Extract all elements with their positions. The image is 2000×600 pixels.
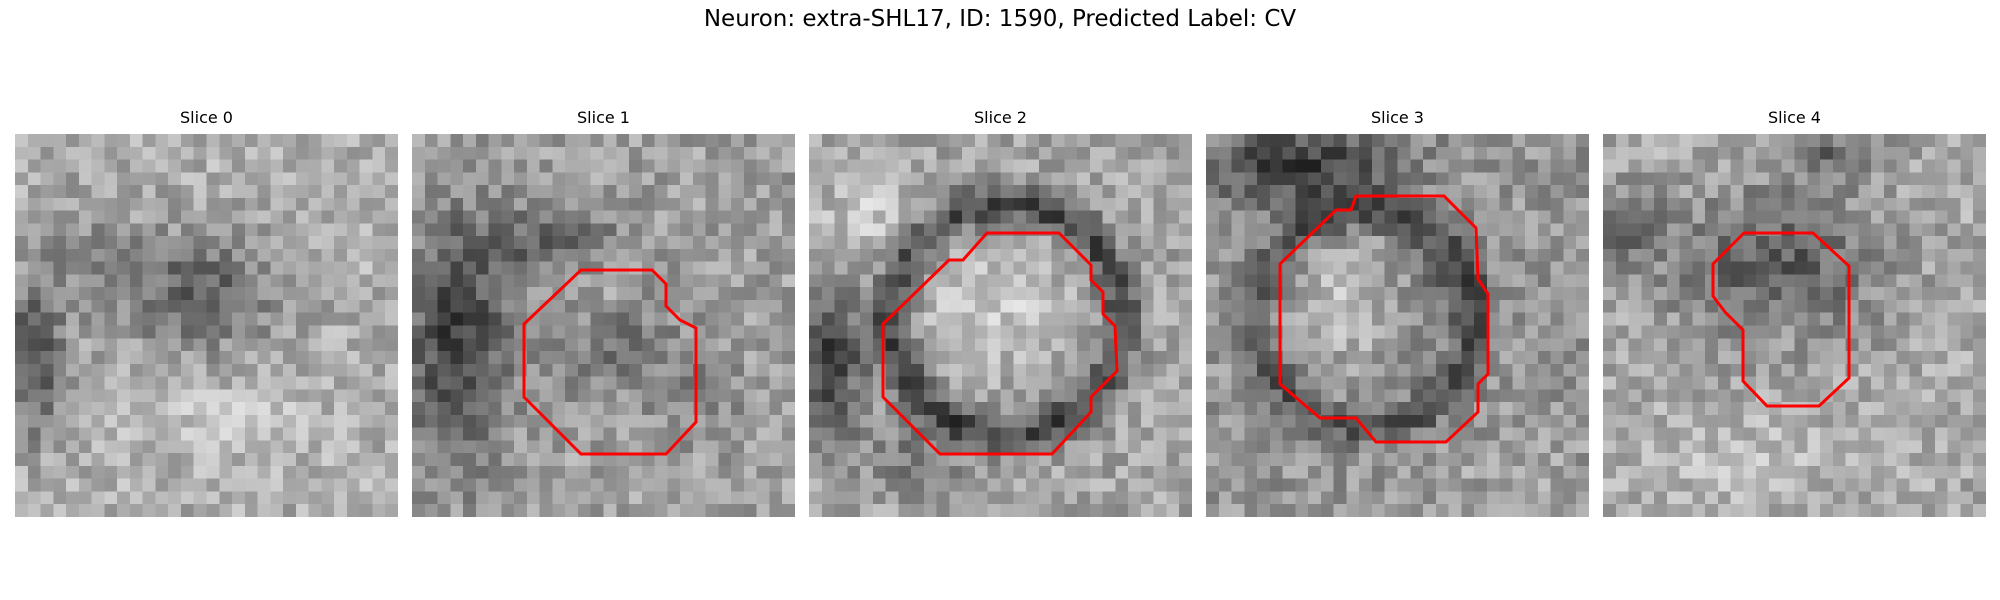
slice-3-title: Slice 3 — [1371, 108, 1424, 127]
slice-1-contour — [522, 268, 698, 456]
slice-3-panel — [1206, 134, 1589, 517]
slice-3-contour — [1278, 194, 1490, 444]
slice-4-title: Slice 4 — [1768, 108, 1821, 127]
slice-2-contour — [881, 231, 1119, 456]
slice-1-overlay — [522, 268, 698, 456]
slice-2-overlay — [881, 231, 1119, 456]
slice-0-title: Slice 0 — [180, 108, 233, 127]
slice-2-panel — [809, 134, 1192, 517]
slice-3-image — [1206, 134, 1589, 517]
slice-3-overlay — [1278, 194, 1490, 444]
slice-0-image — [15, 134, 398, 517]
figure-title: Neuron: extra-SHL17, ID: 1590, Predicted… — [703, 6, 1297, 32]
slice-2-title: Slice 2 — [974, 108, 1027, 127]
slice-1-panel — [412, 134, 795, 517]
slice-4-overlay — [1711, 231, 1851, 408]
slice-4-contour — [1711, 231, 1851, 408]
slice-4-image — [1603, 134, 1986, 517]
slice-0-panel — [15, 134, 398, 517]
slice-1-title: Slice 1 — [577, 108, 630, 127]
slice-4-panel — [1603, 134, 1986, 517]
